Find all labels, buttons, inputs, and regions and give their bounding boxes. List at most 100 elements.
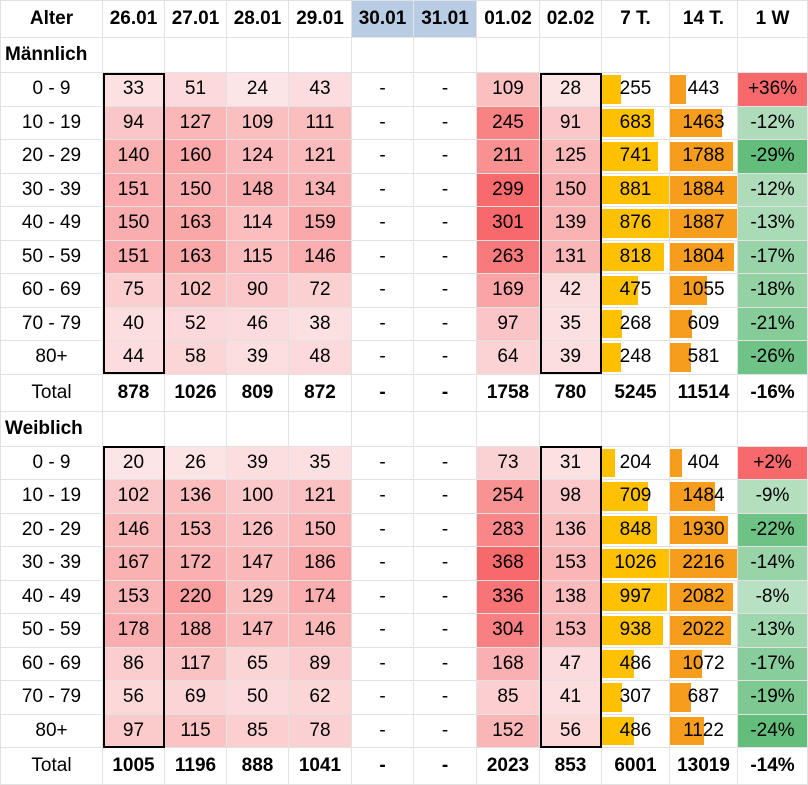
seven-day-value: 204 (619, 451, 652, 473)
fourteen-day-value: 687 (687, 686, 720, 708)
day-value: 43 (288, 72, 352, 107)
age-label: 40 - 49 (0, 579, 103, 614)
day-value: 115 (164, 713, 227, 748)
header-cell: 02.02 (539, 0, 602, 38)
fourteen-day-total: 1122 (669, 713, 738, 748)
day-value: 168 (476, 646, 540, 681)
fourteen-day-total: 581 (669, 340, 738, 375)
age-row: 60 - 69 75 102 90 72- -169 42 475 1055 -18% (0, 273, 808, 308)
fourteen-day-total: 11514 (669, 373, 738, 412)
day-value: 139 (539, 206, 602, 241)
seven-day-bar (602, 515, 658, 544)
empty-cell (288, 37, 352, 73)
empty-cell (102, 37, 165, 73)
seven-day-value: 255 (619, 78, 652, 100)
fourteen-day-value: 1930 (682, 518, 725, 540)
seven-day-bar (602, 75, 622, 104)
fourteen-day-bar (670, 582, 733, 611)
seven-day-value: 248 (619, 346, 652, 368)
fourteen-day-value: 2022 (682, 619, 725, 641)
day-value: - (351, 239, 414, 274)
day-value: 20 (102, 445, 165, 480)
seven-day-value: 938 (619, 619, 652, 641)
day-value: - (351, 680, 414, 715)
empty-cell (351, 410, 414, 447)
fourteen-day-bar (670, 716, 704, 745)
day-value: 809 (226, 373, 289, 412)
fourteen-day-value: 1887 (682, 212, 725, 234)
seven-day-bar (602, 242, 665, 271)
day-value: 159 (288, 206, 352, 241)
seven-day-bar (602, 616, 664, 645)
day-value: 111 (288, 105, 352, 140)
age-label: 20 - 29 (0, 512, 103, 547)
day-value: 97 (102, 713, 165, 748)
day-value: 85 (226, 713, 289, 748)
age-label: 80+ (0, 340, 103, 375)
empty-cell (669, 410, 738, 447)
day-value: 89 (288, 646, 352, 681)
fourteen-day-bar (670, 75, 686, 104)
fourteen-day-value: 1788 (682, 145, 725, 167)
week-change: -19% (737, 680, 808, 715)
seven-day-total: 307 (601, 680, 670, 715)
seven-day-total: 876 (601, 206, 670, 241)
fourteen-day-total: 1484 (669, 479, 738, 514)
week-change: -21% (737, 306, 808, 341)
day-value: 174 (288, 579, 352, 614)
day-value: 56 (102, 680, 165, 715)
day-value: 146 (288, 613, 352, 648)
day-value: 151 (102, 172, 165, 207)
day-value: 140 (102, 139, 165, 174)
day-value: 136 (539, 512, 602, 547)
day-value: - (413, 713, 477, 748)
age-row: 0 - 9 20 26 39 35- -73 31 204 404 +2% (0, 445, 808, 480)
day-value: 78 (288, 713, 352, 748)
day-value: 114 (226, 206, 289, 241)
empty-cell (669, 37, 738, 73)
day-value: 69 (164, 680, 227, 715)
fourteen-day-value: 2082 (682, 585, 725, 607)
age-label: 50 - 59 (0, 239, 103, 274)
seven-day-total: 683 (601, 105, 670, 140)
age-row: 10 - 19 94 127 109 111- -245 91 683 1463 -12% (0, 105, 808, 140)
day-value: 151 (102, 239, 165, 274)
age-label: 0 - 9 (0, 72, 103, 107)
seven-day-bar (602, 716, 634, 745)
day-value: 41 (539, 680, 602, 715)
header-row: Alter 26.01 27.01 28.01 29.01 30.01 31.01 01.02… (0, 0, 808, 38)
day-value: 163 (164, 239, 227, 274)
day-value: 1196 (164, 747, 227, 785)
day-value: 46 (226, 306, 289, 341)
day-value: 146 (288, 239, 352, 274)
seven-day-value: 683 (619, 111, 652, 133)
day-value: 35 (539, 306, 602, 341)
day-value: 127 (164, 105, 227, 140)
age-row: 50 - 59 151 163 115 146- -263 131 818 1804 -17% (0, 239, 808, 274)
seven-day-value: 268 (619, 312, 652, 334)
day-value: 44 (102, 340, 165, 375)
day-value: 163 (164, 206, 227, 241)
empty-cell (102, 410, 165, 447)
header-cell: 31.01 (413, 0, 477, 38)
day-value: - (351, 306, 414, 341)
fourteen-day-value: 1122 (683, 719, 724, 741)
day-value: 35 (288, 445, 352, 480)
seven-day-total: 818 (601, 239, 670, 274)
day-value: 52 (164, 306, 227, 341)
age-label: 50 - 59 (0, 613, 103, 648)
fourteen-day-value: 11514 (677, 381, 730, 403)
day-value: - (351, 273, 414, 308)
seven-day-value: 5245 (614, 381, 657, 403)
day-value: - (413, 512, 477, 547)
seven-day-total: 1026 (601, 546, 670, 581)
week-change: -26% (737, 340, 808, 375)
day-value: 91 (539, 105, 602, 140)
day-value: 131 (539, 239, 602, 274)
seven-day-value: 486 (619, 652, 652, 674)
day-value: 102 (102, 479, 165, 514)
seven-day-total: 204 (601, 445, 670, 480)
empty-cell (164, 410, 227, 447)
week-change: -13% (737, 206, 808, 241)
day-value: 125 (539, 139, 602, 174)
